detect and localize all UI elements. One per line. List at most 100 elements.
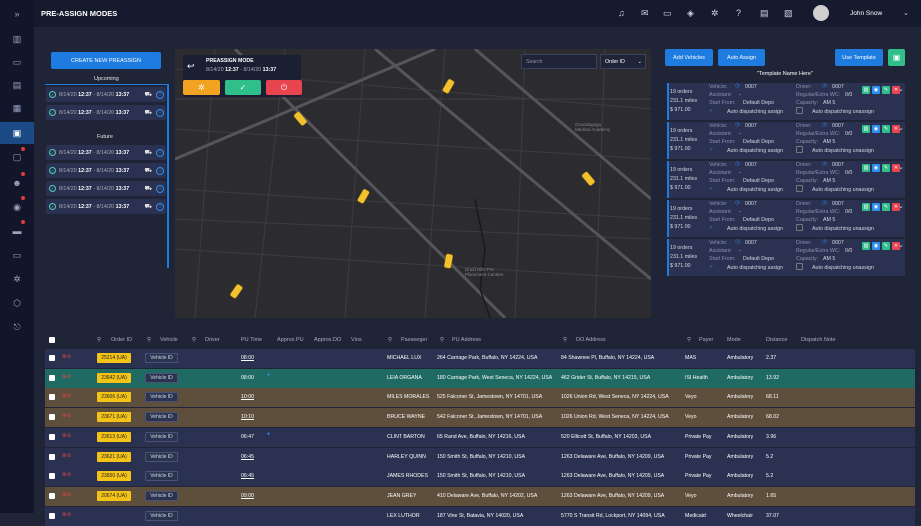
unassign-checkbox[interactable] — [796, 185, 803, 192]
chevron-down-icon[interactable]: ⌄ — [898, 86, 904, 93]
messages-icon[interactable]: ▭ — [12, 56, 22, 67]
order-id-badge[interactable]: 20674 (UA) — [97, 490, 131, 501]
use-template-button[interactable]: Use Template — [835, 49, 883, 66]
auto-assign-button[interactable]: Auto Assign — [718, 49, 765, 66]
vehicle-icon[interactable]: ⛟ — [144, 185, 152, 192]
unassign-checkbox[interactable] — [796, 146, 803, 153]
col-pu-address[interactable]: PU Address — [452, 337, 482, 343]
power-mode-button[interactable]: ⏻ — [266, 80, 302, 95]
schedule-item[interactable]: ✓ 8/14/20 12:37 - 8/14/20 13:37 ⛟ i — [46, 145, 166, 160]
vehicle-icon[interactable]: ⛟ — [144, 109, 152, 116]
schedule-item[interactable]: ✓ 8/14/20 12:37 - 8/14/20 13:37 ⛟ i — [46, 199, 166, 214]
vehicle-id-button[interactable]: Vehicle ID — [145, 510, 178, 521]
location-icon[interactable]: ◉ — [872, 242, 880, 250]
back-icon[interactable]: ↩ — [187, 61, 195, 71]
schedule-item[interactable]: ✓ 8/14/20 12:37 - 8/14/20 13:37 ⛟ i — [46, 105, 166, 120]
reports-icon[interactable]: ▤ — [12, 79, 22, 90]
unassign-checkbox[interactable] — [796, 224, 803, 231]
bus-icon[interactable]: ▢ — [12, 151, 22, 162]
save-template-icon[interactable]: ▣ — [888, 49, 905, 66]
check-icon[interactable]: ✓ — [709, 264, 714, 270]
col-distance[interactable]: Distance — [766, 337, 788, 343]
vehicle-card[interactable]: 19 orders 231.1 miles $ 971.00 Vehicle: ◷ 000… — [667, 122, 905, 159]
search-input[interactable]: Search — [521, 54, 597, 69]
vehicle-id-button[interactable]: Vehicle ID — [145, 431, 178, 442]
col-do-address[interactable]: DO Address — [576, 337, 606, 343]
table-row[interactable]: ⊗⊘ 23613 (UA) Vehicle ID 06:47 ● CLINT BARTON… — [45, 427, 915, 447]
add-vehicles-button[interactable]: Add Vehicles — [665, 49, 713, 66]
pu-time[interactable]: 06:47 — [241, 433, 254, 440]
check-icon[interactable]: ✓ — [709, 108, 714, 114]
select-all-checkbox[interactable] — [49, 337, 55, 343]
location-icon[interactable]: ◉ — [872, 203, 880, 211]
search-icon[interactable]: ⚲ — [563, 337, 568, 343]
vehicle-id-button[interactable]: Vehicle ID — [145, 353, 178, 363]
row-checkbox[interactable] — [49, 433, 55, 440]
shield-icon[interactable]: ⬡ — [13, 297, 21, 308]
check-icon[interactable]: ✓ — [709, 186, 714, 192]
table-row[interactable]: ⊗⊘ 23642 (UA) Vehicle ID 08:00 ● LEIA ORGANA 1… — [45, 368, 915, 388]
col-pu-time[interactable]: PU Time — [241, 337, 263, 343]
col-vehicle[interactable]: Vehicle — [160, 337, 178, 343]
location-icon[interactable]: ◉ — [872, 164, 880, 172]
pu-time[interactable]: 06:45 — [241, 453, 254, 460]
info-icon[interactable]: i — [156, 166, 164, 175]
row-checkbox[interactable] — [49, 453, 55, 460]
stats-icon[interactable]: ▥ — [862, 86, 870, 94]
order-id-badge[interactable]: 23671 (UA) — [97, 412, 131, 423]
info-icon[interactable]: i — [156, 184, 164, 193]
col-order-id[interactable]: Order ID — [111, 337, 133, 343]
col-mode[interactable]: Mode — [727, 337, 741, 343]
table-row[interactable]: ⊗⊘ 25214 (UA) Vehicle ID 08:00 MICHAEL LUX 26… — [45, 349, 915, 368]
gear-icon[interactable]: ✲ — [711, 8, 719, 18]
search-icon[interactable]: ⚲ — [440, 337, 445, 343]
chevron-down-icon[interactable]: ⌄ — [898, 164, 904, 171]
pu-time[interactable]: 10:10 — [241, 414, 254, 421]
col-passenger[interactable]: Passeeger — [401, 337, 428, 343]
col-approx-pu[interactable]: Approx.PU — [277, 337, 304, 343]
search-icon[interactable]: ⚲ — [388, 337, 393, 343]
chevron-down-icon[interactable]: ⌄ — [898, 203, 904, 210]
search-icon[interactable]: ⚲ — [147, 337, 152, 343]
table-row[interactable]: ⊗⊘ 20674 (UA) Vehicle ID 09:00 JEAN GREY 410 … — [45, 486, 915, 506]
col-vios[interactable]: Vios — [351, 337, 362, 343]
pu-time[interactable]: 06:45 — [241, 473, 254, 480]
search-icon[interactable]: ⚲ — [97, 337, 102, 343]
table-row[interactable]: ⊗⊘ Vehicle ID LEX LUTHOR 187 Vine St, Batav… — [45, 506, 915, 526]
info-icon[interactable]: i — [156, 108, 164, 117]
info-icon[interactable]: i — [156, 148, 164, 157]
order-id-badge[interactable]: 23650 (UA) — [97, 471, 131, 482]
schedule-item[interactable]: ✓ 8/14/20 12:37 - 8/14/20 13:37 ⛟ i — [46, 87, 166, 102]
vehicle-id-button[interactable]: Vehicle ID — [145, 392, 178, 403]
col-payer[interactable]: Payer — [699, 337, 714, 343]
search-icon[interactable]: ⚲ — [192, 337, 197, 343]
calendar-icon[interactable]: ▣ — [0, 122, 34, 144]
info-icon[interactable]: i — [156, 202, 164, 211]
location-icon[interactable]: ◉ — [13, 201, 21, 212]
table-row[interactable]: ⊗⊘ 23671 (UA) Vehicle ID 10:10 BRUCE WAYNE 54… — [45, 408, 915, 428]
col-approx-do[interactable]: Approx.DO — [314, 337, 342, 343]
unassign-checkbox[interactable] — [796, 107, 803, 114]
edit-icon[interactable]: ✎ — [882, 164, 890, 172]
dashboard-icon[interactable]: ▥ — [12, 33, 22, 44]
order-id-badge[interactable]: 23606 (UA) — [97, 392, 131, 403]
chevron-down-icon[interactable]: ⌄ — [903, 10, 909, 17]
schedule-item[interactable]: ✓ 8/14/20 12:37 - 8/14/20 13:37 ⛟ i — [46, 181, 166, 196]
vehicle-icon[interactable]: ⛟ — [144, 167, 152, 174]
unassign-checkbox[interactable] — [796, 263, 803, 270]
edit-icon[interactable]: ✎ — [882, 203, 890, 211]
username[interactable]: John Snow — [850, 10, 883, 17]
delete-icon[interactable]: ✕ — [892, 125, 900, 133]
delete-icon[interactable]: ✕ — [892, 242, 900, 250]
order-id-badge[interactable]: 23642 (UA) — [97, 372, 131, 383]
delete-icon[interactable]: ✕ — [892, 86, 900, 94]
check-icon[interactable]: ✓ — [709, 225, 714, 231]
chevron-down-icon[interactable]: ⌄ — [898, 125, 904, 132]
schedule-item[interactable]: ✓ 8/14/20 12:37 - 8/14/20 13:37 ⛟ i — [46, 163, 166, 178]
info-icon[interactable]: i — [156, 90, 164, 99]
help-icon[interactable]: ? — [736, 8, 742, 18]
car-icon[interactable]: ◈ — [687, 8, 694, 18]
notifications-icon[interactable]: ♫ — [618, 8, 625, 18]
vehicle-card[interactable]: 19 orders 231.1 miles $ 971.00 Vehicle: ◷ 000… — [667, 239, 905, 276]
edit-icon[interactable]: ✎ — [882, 242, 890, 250]
